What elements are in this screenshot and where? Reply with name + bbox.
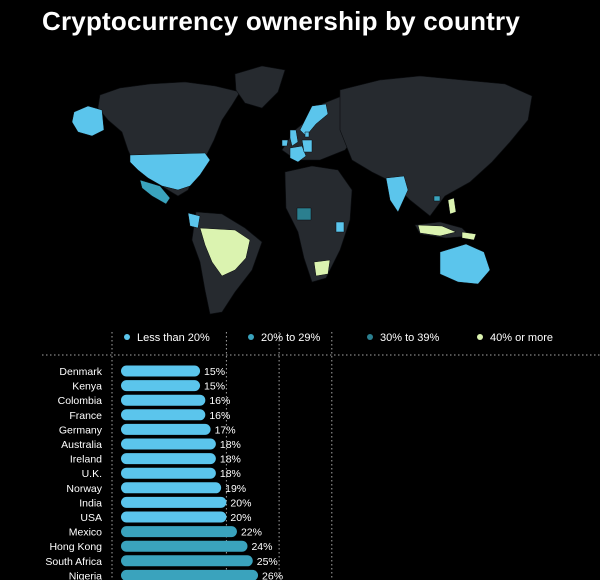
category-label: Kenya bbox=[72, 381, 102, 393]
legend-label: 40% or more bbox=[490, 332, 553, 344]
data-label: 16% bbox=[209, 395, 230, 407]
legend-item-30-to-39: 30% to 39% bbox=[367, 332, 439, 344]
map-brazil bbox=[199, 227, 251, 277]
map-alaska bbox=[71, 105, 105, 137]
bar bbox=[121, 540, 248, 552]
data-label: 15% bbox=[204, 381, 225, 393]
legend: Less than 20% 20% to 29% 30% to 39% 40% … bbox=[0, 330, 600, 350]
category-label: India bbox=[79, 497, 102, 509]
bar bbox=[121, 467, 216, 479]
bar bbox=[121, 453, 216, 465]
map-australia bbox=[439, 243, 491, 285]
category-label: Denmark bbox=[59, 366, 102, 378]
map-usa bbox=[129, 152, 211, 191]
legend-label: Less than 20% bbox=[137, 332, 210, 344]
data-label: 15% bbox=[204, 366, 225, 378]
legend-dot-icon bbox=[367, 334, 373, 340]
category-label: Ireland bbox=[70, 454, 102, 466]
map-norway bbox=[299, 103, 329, 137]
map-hong-kong bbox=[433, 195, 441, 202]
map-kenya bbox=[335, 221, 345, 233]
category-label: South Africa bbox=[45, 556, 102, 568]
category-label: France bbox=[69, 410, 102, 422]
data-label: 18% bbox=[220, 468, 241, 480]
bar bbox=[121, 555, 253, 567]
world-map bbox=[71, 65, 533, 315]
data-label: 25% bbox=[257, 556, 278, 568]
legend-dot-icon bbox=[124, 334, 130, 340]
category-label: U.K. bbox=[82, 468, 102, 480]
bar bbox=[121, 496, 227, 508]
map-nigeria bbox=[296, 207, 312, 221]
bar bbox=[121, 569, 259, 580]
bar bbox=[121, 511, 227, 523]
data-label: 22% bbox=[241, 527, 262, 539]
data-label: 24% bbox=[251, 541, 272, 553]
map-denmark bbox=[304, 131, 310, 138]
data-label: 18% bbox=[220, 454, 241, 466]
map-mexico bbox=[139, 179, 171, 205]
data-label: 17% bbox=[215, 424, 236, 436]
legend-dot-icon bbox=[248, 334, 254, 340]
category-label: USA bbox=[80, 512, 102, 524]
map-ireland bbox=[281, 139, 289, 147]
category-label: Mexico bbox=[69, 527, 102, 539]
bar bbox=[121, 365, 201, 377]
bar bbox=[121, 394, 206, 406]
data-label: 26% bbox=[262, 570, 283, 580]
map-germany bbox=[301, 139, 313, 153]
category-label: Germany bbox=[59, 424, 103, 436]
legend-label: 30% to 39% bbox=[380, 332, 440, 344]
data-label: 18% bbox=[220, 439, 241, 451]
map-india bbox=[385, 175, 409, 213]
map-france bbox=[289, 145, 307, 163]
bar bbox=[121, 380, 201, 392]
bar bbox=[121, 438, 216, 450]
data-label: 20% bbox=[230, 512, 251, 524]
category-label: Colombia bbox=[58, 395, 103, 407]
map-greenland bbox=[234, 65, 286, 109]
legend-dot-icon bbox=[477, 334, 483, 340]
category-label: Australia bbox=[61, 439, 102, 451]
map-indonesia-highlight bbox=[417, 224, 457, 237]
legend-item-40-or-more: 40% or more bbox=[477, 332, 553, 344]
category-label: Nigeria bbox=[69, 570, 102, 580]
bar bbox=[121, 423, 211, 435]
data-label: 19% bbox=[225, 483, 246, 495]
bar bbox=[121, 409, 206, 421]
data-label: 20% bbox=[230, 497, 251, 509]
bar bbox=[121, 482, 222, 494]
chart-title: Cryptocurrency ownership by country bbox=[42, 6, 520, 36]
map-south-africa bbox=[313, 259, 331, 277]
category-label: Norway bbox=[66, 483, 102, 495]
legend-item-20-to-29: 20% to 29% bbox=[248, 332, 320, 344]
map-uk bbox=[289, 129, 299, 147]
legend-item-less-than-20: Less than 20% bbox=[124, 332, 210, 344]
map-colombia bbox=[187, 212, 201, 229]
map-philippines bbox=[447, 197, 457, 215]
map-africa bbox=[284, 165, 353, 283]
category-label: Hong Kong bbox=[49, 541, 102, 553]
legend-label: 20% to 29% bbox=[261, 332, 321, 344]
map-new-guinea bbox=[461, 231, 477, 241]
bar bbox=[121, 526, 237, 538]
data-label: 16% bbox=[209, 410, 230, 422]
map-asia bbox=[339, 75, 533, 217]
